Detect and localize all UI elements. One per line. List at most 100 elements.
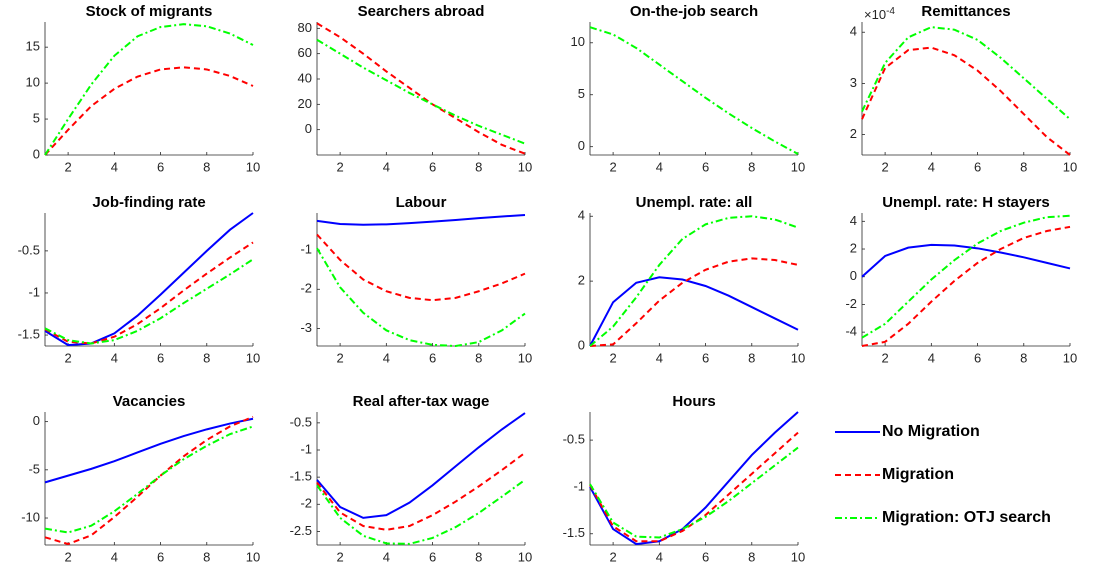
x-tick-label: 8: [748, 549, 755, 564]
series-line: [44, 258, 254, 345]
series-line: [861, 214, 1071, 339]
y-tick-label: -3: [300, 320, 312, 335]
y-tick-label: -1.5: [563, 525, 585, 540]
chart-title: Unempl. rate: all: [636, 194, 753, 211]
x-tick-label: 10: [791, 549, 805, 564]
x-tick-label: 8: [1020, 159, 1027, 174]
chart-title: Real after-tax wage: [353, 393, 490, 410]
x-tick-label: 6: [702, 350, 709, 365]
x-tick-label: 4: [656, 549, 663, 564]
y-tick-label: -0.5: [290, 414, 312, 429]
x-tick-label: 4: [656, 350, 663, 365]
y-tick-label: 3: [850, 75, 857, 90]
y-tick-label: -1: [300, 242, 312, 257]
x-tick-label: 2: [64, 350, 71, 365]
y-tick-label: -2: [300, 496, 312, 511]
series-line: [589, 276, 799, 347]
x-tick-label: 8: [475, 549, 482, 564]
chart-title: Remittances: [921, 3, 1010, 20]
y-tick-label: 80: [298, 20, 312, 35]
x-tick-label: 10: [518, 549, 532, 564]
y-tick-label: 0: [305, 121, 312, 136]
y-tick-label: 60: [298, 45, 312, 60]
series-line: [589, 215, 799, 347]
x-tick-label: 2: [336, 350, 343, 365]
legend-label: Migration: OTJ search: [882, 509, 1051, 526]
x-tick-label: 4: [111, 350, 118, 365]
x-tick-label: 8: [475, 159, 482, 174]
y-tick-label: 10: [26, 75, 40, 90]
y-tick-label: -2: [300, 281, 312, 296]
x-tick-label: 10: [518, 159, 532, 174]
chart-title: Stock of migrants: [86, 3, 213, 20]
x-tick-label: 2: [64, 159, 71, 174]
y-tick-label: 0: [850, 268, 857, 283]
x-tick-label: 6: [157, 549, 164, 564]
x-tick-label: 8: [203, 159, 210, 174]
x-tick-label: 2: [609, 350, 616, 365]
series-line: [316, 247, 526, 348]
series-line: [44, 417, 254, 484]
x-tick-label: 2: [881, 159, 888, 174]
chart-title: Unempl. rate: H stayers: [882, 194, 1050, 211]
y-tick-label: 0: [578, 138, 585, 153]
x-tick-label: 10: [791, 350, 805, 365]
y-tick-label: 4: [850, 213, 857, 228]
chart-title: Vacancies: [113, 393, 186, 410]
series-line: [44, 415, 254, 546]
x-tick-label: 6: [974, 159, 981, 174]
y-tick-label: 2: [850, 240, 857, 255]
series-line: [316, 213, 526, 226]
y-tick-label: 4: [578, 208, 585, 223]
y-tick-label: 0: [33, 146, 40, 161]
x-tick-label: 6: [429, 350, 436, 365]
x-tick-label: 8: [203, 549, 210, 564]
chart-title: Labour: [396, 194, 447, 211]
y-tick-label: -1.5: [290, 469, 312, 484]
x-tick-label: 8: [475, 350, 482, 365]
series-line: [861, 243, 1071, 278]
series-line: [44, 425, 254, 534]
x-tick-label: 4: [383, 159, 390, 174]
y-tick-label: -1: [28, 284, 40, 299]
y-tick-label: 5: [578, 86, 585, 101]
x-tick-label: 10: [246, 350, 260, 365]
y-tick-label: 0: [578, 337, 585, 352]
x-tick-label: 6: [429, 549, 436, 564]
y-tick-label: -2: [845, 296, 857, 311]
x-tick-label: 2: [64, 549, 71, 564]
legend-label: No Migration: [882, 423, 980, 440]
chart-title: Hours: [672, 393, 715, 410]
series-line: [589, 411, 799, 546]
x-tick-label: 4: [383, 350, 390, 365]
series-line: [861, 225, 1071, 347]
series-line: [861, 46, 1071, 156]
series-line: [316, 412, 526, 519]
x-tick-label: 4: [928, 159, 935, 174]
y-multiplier: ×10-4: [864, 6, 895, 23]
y-tick-label: 0: [33, 413, 40, 428]
x-tick-label: 2: [336, 159, 343, 174]
series-line: [589, 26, 799, 155]
y-tick-label: 4: [850, 24, 857, 39]
chart-title: On-the-job search: [630, 3, 758, 20]
x-tick-label: 4: [111, 549, 118, 564]
y-tick-label: 15: [26, 39, 40, 54]
y-tick-label: -2.5: [290, 523, 312, 538]
y-tick-label: 10: [571, 34, 585, 49]
x-tick-label: 8: [203, 350, 210, 365]
series-line: [316, 451, 526, 531]
x-tick-label: 10: [1063, 159, 1077, 174]
x-tick-label: 6: [429, 159, 436, 174]
chart-title: Searchers abroad: [358, 3, 485, 20]
x-tick-label: 6: [974, 350, 981, 365]
series-line: [861, 26, 1071, 120]
y-tick-label: -1: [300, 441, 312, 456]
x-tick-label: 4: [383, 549, 390, 564]
series-line: [316, 38, 526, 145]
series-line: [589, 431, 799, 543]
y-tick-label: 40: [298, 70, 312, 85]
x-tick-label: 10: [791, 159, 805, 174]
legend-label: Migration: [882, 466, 954, 483]
